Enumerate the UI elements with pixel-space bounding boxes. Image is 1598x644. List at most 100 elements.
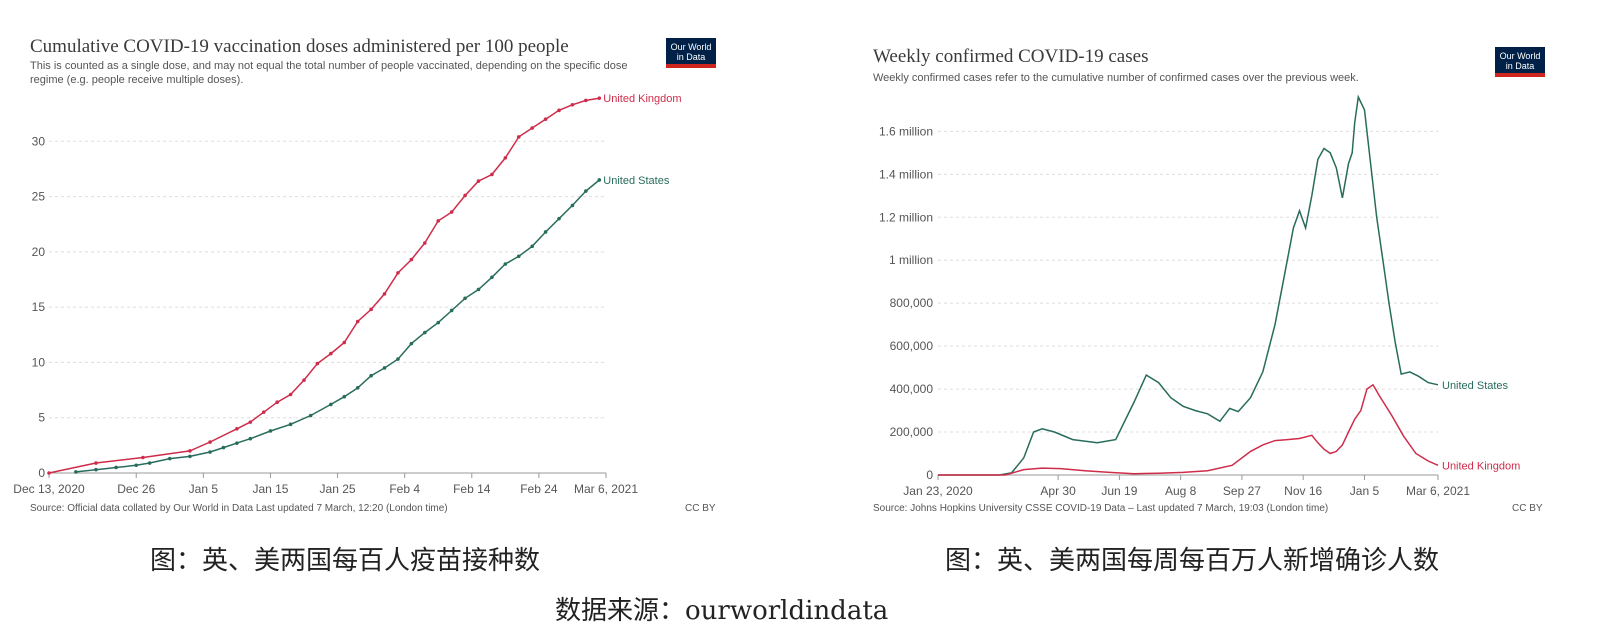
x-tick-label: Feb 14: [453, 482, 491, 496]
caption-left: 图：英、美两国每百人疫苗接种数: [150, 546, 541, 576]
data-point: [167, 456, 172, 461]
data-point: [463, 193, 467, 198]
y-tick-label: 600,000: [890, 339, 934, 353]
data-point: [516, 254, 521, 259]
data-point: [463, 296, 467, 301]
data-point: [221, 445, 226, 450]
data-point: [530, 244, 534, 249]
data-point: [449, 210, 454, 214]
y-tick-label: 1 million: [889, 253, 933, 267]
y-tick-label: 0: [926, 468, 933, 482]
y-tick-label: 25: [32, 190, 46, 204]
vaccination-chart-panel: Cumulative COVID-19 vaccination doses ad…: [0, 0, 760, 530]
data-point: [302, 378, 306, 382]
weekly-cases-line-chart: 0 200,000 400,000 600,000 800,000 1 million 1.…: [879, 94, 1520, 498]
series-line-united-states: [938, 94, 1439, 476]
caption-source: 数据来源：ourworldindata: [555, 596, 889, 626]
data-point: [516, 135, 521, 139]
y-tick-label: 1.4 million: [879, 167, 933, 181]
data-point: [355, 319, 360, 324]
y-tick-label: 10: [32, 355, 46, 369]
data-point: [396, 357, 400, 361]
y-tick-label: 0: [38, 466, 45, 480]
data-point: [597, 96, 602, 100]
data-point: [342, 340, 347, 345]
data-point: [503, 262, 508, 266]
owid-logo: Our World in Data: [666, 38, 716, 68]
x-tick-label: Mar 6, 2021: [574, 482, 638, 496]
data-point: [449, 308, 454, 313]
chart-source: Source: Johns Hopkins University CSSE CO…: [873, 503, 1329, 514]
data-point: [275, 400, 279, 405]
data-point: [94, 467, 98, 472]
series-label: United States: [1442, 380, 1509, 392]
data-point: [382, 292, 387, 296]
x-tick-label: Jan 25: [320, 482, 356, 496]
chart-license: CC BY: [1512, 503, 1543, 514]
data-point: [436, 219, 441, 223]
y-tick-label: 30: [32, 134, 46, 148]
series-line-united-kingdom: [48, 97, 600, 474]
data-point: [476, 179, 481, 183]
data-point: [584, 98, 588, 103]
data-point: [329, 402, 333, 407]
data-point: [288, 392, 293, 397]
chart-subtitle: Weekly confirmed cases refer to the cumu…: [873, 72, 1359, 84]
data-point: [268, 429, 273, 433]
data-point: [490, 172, 494, 177]
x-tick-label: Dec 13, 2020: [13, 482, 85, 496]
data-point: [315, 361, 320, 366]
data-point: [114, 465, 118, 470]
data-point: [409, 341, 414, 346]
y-tick-label: 200,000: [890, 425, 934, 439]
series-label: United Kingdom: [1442, 460, 1520, 472]
data-point: [147, 461, 152, 465]
chart-source: Source: Official data collated by Our Wo…: [30, 503, 448, 514]
series-line-united-states: [75, 179, 600, 473]
data-point: [543, 230, 548, 234]
data-point: [409, 257, 414, 262]
series-label: United States: [603, 175, 670, 187]
data-point: [423, 330, 427, 335]
x-tick-label: Jun 19: [1101, 484, 1137, 498]
x-tick-label: Nov 16: [1284, 484, 1322, 498]
data-point: [530, 126, 534, 130]
x-tick-label: Jan 5: [189, 482, 219, 496]
data-point: [188, 449, 192, 453]
data-point: [208, 450, 212, 454]
data-point: [355, 386, 360, 390]
y-tick-label: 1.6 million: [879, 124, 933, 138]
series-label: United Kingdom: [603, 93, 681, 105]
owid-logo: Our World in Data: [1495, 47, 1545, 77]
x-tick-label: Jan 15: [252, 482, 288, 496]
data-point: [369, 373, 373, 378]
y-tick-label: 800,000: [890, 296, 934, 310]
data-point: [94, 461, 98, 465]
data-point: [436, 320, 441, 325]
data-point: [342, 394, 347, 399]
data-point: [584, 189, 588, 193]
data-point: [74, 470, 78, 474]
x-tick-label: Aug 8: [1165, 484, 1197, 498]
data-point: [261, 410, 266, 414]
data-point: [423, 241, 427, 245]
data-point: [235, 441, 239, 445]
data-point: [288, 422, 293, 427]
x-tick-label: Dec 26: [117, 482, 155, 496]
weekly-cases-chart-panel: Weekly confirmed COVID-19 cases Weekly c…: [860, 0, 1598, 530]
y-tick-label: 15: [32, 300, 46, 314]
y-tick-label: 5: [38, 411, 45, 425]
caption-right: 图：英、美两国每周每百万人新增确诊人数: [945, 546, 1440, 576]
series-line-united-kingdom: [938, 383, 1439, 476]
data-point: [308, 413, 313, 418]
data-point: [490, 275, 494, 280]
y-tick-label: 400,000: [890, 382, 934, 396]
data-point: [248, 436, 253, 441]
data-point: [134, 463, 139, 468]
y-tick-label: 1.2 million: [879, 210, 933, 224]
data-point: [570, 203, 575, 208]
data-point: [476, 287, 481, 292]
data-point: [557, 216, 561, 221]
data-point: [570, 102, 575, 107]
chart-title: Cumulative COVID-19 vaccination doses ad…: [30, 36, 569, 57]
